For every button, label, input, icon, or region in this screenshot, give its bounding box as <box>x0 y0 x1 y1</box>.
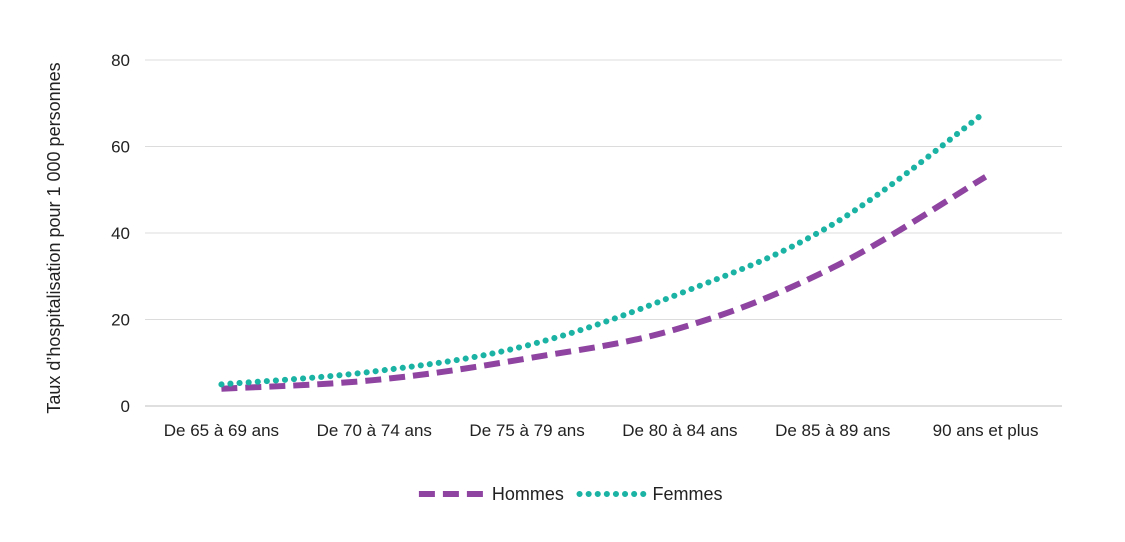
legend-label-hommes: Hommes <box>492 484 564 504</box>
series-line-hommes <box>221 177 985 389</box>
x-tick-label: De 70 à 74 ans <box>317 421 432 440</box>
y-axis-title: Taux d’hospitalisation pour 1 000 person… <box>44 62 64 413</box>
y-tick-label: 80 <box>111 51 130 70</box>
x-axis-ticks: De 65 à 69 ans De 70 à 74 ans De 75 à 79 a… <box>164 421 1039 440</box>
y-tick-label: 20 <box>111 311 130 330</box>
legend-label-femmes: Femmes <box>653 484 723 504</box>
y-tick-label: 60 <box>111 138 130 157</box>
y-tick-label: 40 <box>111 224 130 243</box>
y-tick-label: 0 <box>121 397 130 416</box>
gridlines <box>145 60 1062 406</box>
x-tick-label: De 75 à 79 ans <box>469 421 584 440</box>
x-tick-label: De 80 à 84 ans <box>622 421 737 440</box>
series-lines <box>221 112 985 389</box>
legend: Hommes Femmes <box>419 484 723 504</box>
x-tick-label: 90 ans et plus <box>933 421 1039 440</box>
x-tick-label: De 65 à 69 ans <box>164 421 279 440</box>
y-axis-ticks: 0 20 40 60 80 <box>111 51 130 416</box>
x-tick-label: De 85 à 89 ans <box>775 421 890 440</box>
